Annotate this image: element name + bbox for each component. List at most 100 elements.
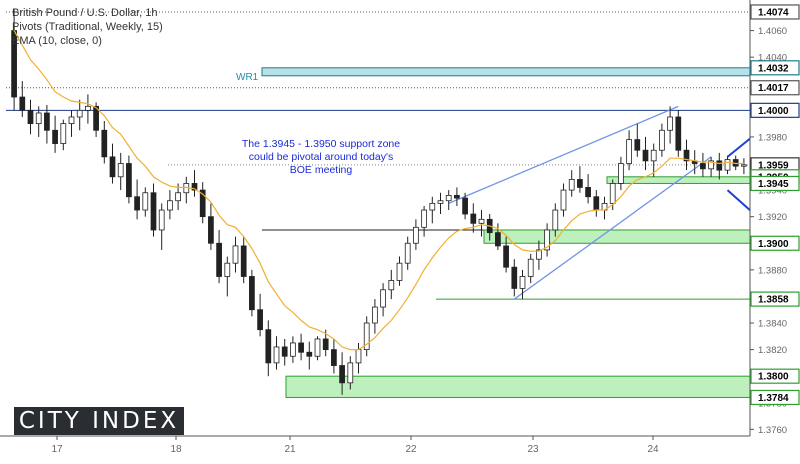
price-label-box-9 (750, 368, 800, 384)
candle-body-70 (585, 187, 591, 198)
candle-body-84 (700, 163, 706, 170)
candle-body-1 (19, 96, 26, 111)
candle-37 (314, 336, 321, 361)
candle-body-18 (158, 209, 165, 231)
candle-body-64 (536, 249, 542, 260)
candle-23 (199, 182, 206, 224)
price-label-text-7: 1.3900 (758, 239, 789, 250)
ema-path (13, 30, 744, 351)
x-tick-label-0: 17 (51, 444, 63, 455)
candle-body-77 (642, 149, 649, 162)
candle-45 (380, 283, 386, 317)
candle-body-26 (224, 262, 231, 277)
candle-body-67 (560, 189, 567, 211)
candle-body-48 (404, 242, 411, 264)
y-tick-label-15: 1.3760 (758, 425, 787, 436)
candle-55 (462, 192, 468, 220)
candle-body-14 (126, 163, 132, 198)
candle-body-25 (216, 242, 222, 277)
candle-2 (27, 99, 34, 135)
annotation-line-2: could be pivotal around today's (248, 151, 394, 163)
candle-35 (298, 333, 304, 361)
candle-47 (396, 256, 403, 286)
legend-symbol: British Pound / U.S. Dollar, 1h (12, 7, 158, 19)
price-label-box-10 (750, 389, 800, 406)
price-label-text-1: 1.4032 (758, 63, 789, 74)
candle-body-87 (724, 159, 731, 171)
candle-89 (741, 158, 747, 175)
price-label-box-3 (750, 102, 800, 118)
candle-60 (503, 236, 509, 273)
candle-68 (568, 170, 575, 197)
candle-17 (150, 183, 157, 237)
candle-54 (454, 187, 460, 207)
candle-52 (437, 192, 444, 215)
candle-16 (142, 187, 149, 217)
candle-body-6 (60, 123, 67, 144)
candle-body-76 (634, 139, 641, 151)
candle-body-66 (552, 209, 559, 231)
candle-86 (716, 152, 723, 180)
candle-66 (552, 203, 559, 237)
candle-46 (388, 269, 395, 300)
candle-body-54 (454, 195, 460, 199)
candle-84 (700, 152, 706, 177)
candle-31 (265, 320, 272, 377)
candle-body-27 (232, 245, 239, 264)
candle-26 (224, 256, 231, 297)
candle-body-47 (396, 262, 403, 281)
annotation-line-1: The 1.3945 - 1.3950 support zone (241, 138, 401, 150)
candle-14 (126, 155, 132, 204)
candle-body-73 (609, 183, 616, 204)
candle-body-79 (659, 129, 665, 151)
candle-body-33 (281, 346, 288, 357)
candle-27 (232, 236, 239, 273)
candle-74 (618, 156, 624, 191)
price-axis: 1.40601.40401.40201.40001.39801.39601.39… (749, 0, 800, 464)
price-label-text-6: 1.3945 (758, 179, 789, 190)
candle-body-53 (445, 195, 452, 202)
candle-body-4 (44, 112, 50, 131)
price-label-text-10: 1.3784 (758, 393, 789, 404)
candle-body-3 (35, 112, 42, 125)
y-tick-label-12: 1.3820 (758, 345, 787, 356)
price-label-text-3: 1.4000 (758, 106, 789, 117)
candle-56 (470, 203, 477, 233)
price-label-text-0: 1.4074 (758, 7, 789, 18)
candle-body-34 (290, 342, 296, 357)
candle-body-17 (150, 192, 157, 231)
candle-42 (355, 342, 362, 374)
candle-body-30 (257, 309, 263, 331)
candle-body-85 (708, 160, 714, 170)
y-tick-label-9: 1.3880 (758, 265, 787, 276)
candle-body-20 (175, 192, 181, 202)
candle-87 (724, 155, 731, 175)
candle-6 (60, 119, 67, 151)
candle-71 (593, 190, 600, 217)
candle-body-51 (429, 202, 436, 211)
levels (6, 11, 750, 300)
lower-wedge-line (513, 156, 712, 300)
price-label-9: 1.3800 (750, 368, 800, 384)
candle-body-49 (413, 226, 419, 244)
candle-33 (281, 338, 288, 366)
candle-body-39 (331, 349, 337, 366)
price-label-1: 1.4032 (750, 60, 800, 76)
legend-pivots: Pivots (Traditional, Weekly, 15) (12, 21, 163, 33)
candle-body-78 (650, 149, 657, 162)
candle-body-19 (167, 200, 173, 211)
candle-53 (445, 190, 452, 211)
candle-body-35 (298, 342, 304, 353)
candle-70 (585, 174, 591, 204)
y-tick-label-4: 1.3980 (758, 132, 787, 143)
price-label-7: 1.3900 (750, 235, 800, 251)
candle-body-62 (519, 276, 526, 289)
candle-59 (495, 223, 501, 250)
candle-63 (527, 253, 534, 284)
price-label-box-0 (750, 4, 800, 20)
candle-body-55 (462, 197, 468, 215)
candle-body-45 (380, 289, 386, 308)
wr1-label: WR1 (236, 72, 259, 83)
price-label-box-8 (750, 291, 800, 307)
